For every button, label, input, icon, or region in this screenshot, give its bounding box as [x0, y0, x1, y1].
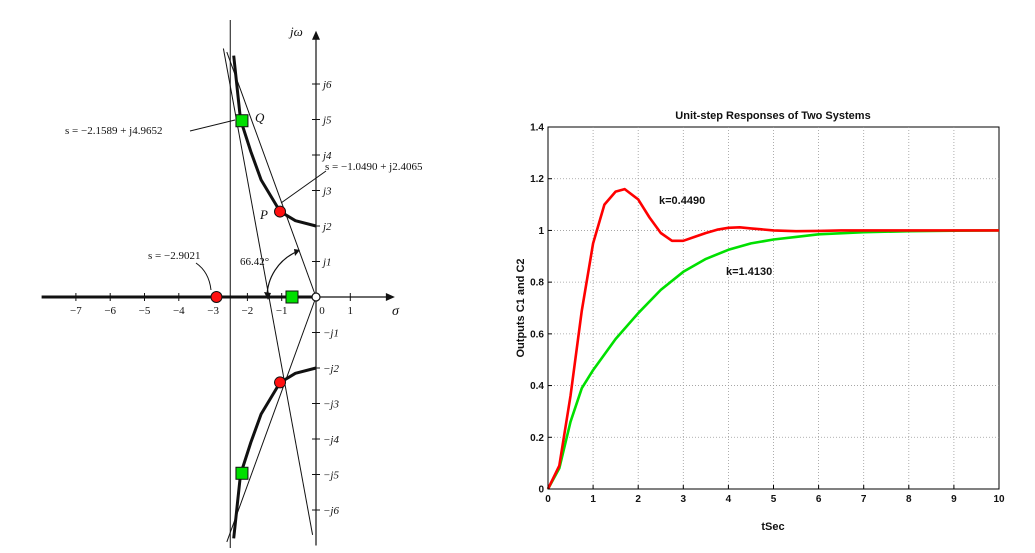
annotation-p-coords: s = −1.0490 + j2.4065	[325, 161, 423, 173]
y-tick-label: 0.8	[530, 278, 544, 289]
y-tick-label: j2	[321, 221, 332, 233]
red-marker	[274, 376, 287, 389]
y-tick-label: j3	[321, 186, 332, 198]
root-locus-ticks: −7 −6 −5 −4 −3 −2 −1 0 1 j6 j5 j4 j3 j2 j1 −j1 −j2 −j3 −j4…	[70, 79, 353, 517]
series-label-k2: k=1.4130	[726, 266, 772, 278]
y-tick-label: −j3	[323, 399, 339, 411]
point-label-p: P	[259, 207, 268, 222]
annotation-angle: 66.42°	[240, 256, 269, 268]
y-tick-label: 1.4	[530, 123, 544, 134]
x-tick-label: −4	[173, 305, 185, 317]
guide-line	[226, 296, 317, 543]
chart-title: Unit-step Responses of Two Systems	[675, 110, 870, 122]
step-response-chart: 0 1 2 3 4 5 6 7 8 9 10 0 0.2 0.4 0.6 0.8 1 1.2 1.4 Unit-st…	[515, 110, 1005, 533]
y-tick-label: j6	[321, 79, 332, 91]
annotation-real-leader	[195, 262, 212, 291]
x-axis-label: tSec	[761, 521, 784, 533]
green-marker	[235, 466, 249, 480]
root-locus-axes	[41, 20, 395, 548]
origin-marker	[311, 292, 321, 302]
x-tick-label: 5	[771, 494, 777, 505]
x-tick-label: 10	[993, 494, 1005, 505]
y-tick-label: −j5	[323, 470, 339, 482]
x-tick-label: 7	[861, 494, 867, 505]
imag-axis-arrow	[312, 30, 320, 40]
x-tick-label: 9	[951, 494, 957, 505]
point-label-q: Q	[255, 110, 265, 125]
x-tick-label: −1	[276, 305, 288, 317]
y-tick-label: j4	[321, 150, 332, 162]
x-tick-label: −7	[70, 305, 82, 317]
x-tick-label: 1	[590, 494, 596, 505]
y-tick-label: 0.2	[530, 433, 544, 444]
y-tick-label: 1	[538, 226, 544, 237]
plot-ticks: 0 1 2 3 4 5 6 7 8 9 10 0 0.2 0.4 0.6 0.8 1 1.2 1.4	[530, 123, 1005, 506]
annotation-q-leader	[189, 119, 236, 132]
red-marker	[210, 291, 223, 303]
x-tick-label: 3	[681, 494, 687, 505]
y-axis-label: Outputs C1 and C2	[515, 258, 527, 357]
annotation-real-point: s = −2.9021	[148, 250, 200, 262]
x-tick-label: 8	[906, 494, 912, 505]
x-tick-label: 0	[545, 494, 551, 505]
annotation-q-coords: s = −2.1589 + j4.9652	[65, 125, 162, 137]
y-tick-label: −j6	[323, 505, 339, 517]
guide-line	[222, 48, 314, 535]
series-line-k1-4130	[546, 229, 1000, 490]
angle-arrowhead	[264, 292, 271, 300]
x-tick-label: 4	[726, 494, 732, 505]
y-tick-label: 1.2	[530, 174, 544, 185]
angle-arc	[266, 251, 297, 298]
x-tick-label: −2	[242, 305, 254, 317]
plot-series	[546, 187, 1000, 490]
red-marker	[274, 205, 287, 218]
series-line-k0-4490	[546, 187, 999, 490]
x-tick-label: 1	[348, 305, 354, 317]
real-axis-arrow	[385, 293, 395, 301]
x-tick-label: −6	[104, 305, 116, 317]
y-tick-label: j1	[321, 257, 332, 269]
x-tick-label: −5	[139, 305, 151, 317]
green-marker	[285, 290, 299, 304]
x-tick-label: 0	[319, 305, 325, 317]
x-tick-label: 6	[816, 494, 822, 505]
locus-branch	[232, 55, 317, 228]
locus-branch	[232, 366, 317, 539]
y-tick-label: −j1	[323, 328, 339, 340]
angle-arrowhead	[294, 249, 300, 256]
x-tick-label: 2	[635, 494, 641, 505]
y-tick-label: −j4	[323, 434, 339, 446]
guide-line	[226, 51, 317, 298]
y-tick-label: −j2	[323, 363, 339, 375]
real-axis-symbol: σ	[392, 304, 400, 319]
imag-axis-symbol: jω	[288, 24, 303, 39]
guide-lines	[222, 48, 317, 543]
series-label-k1: k=0.4490	[659, 195, 705, 207]
root-locus-points	[210, 114, 321, 480]
annotation-p-leader	[280, 170, 327, 204]
y-tick-label: j5	[321, 115, 332, 127]
green-marker	[235, 114, 249, 128]
y-tick-label: 0	[538, 485, 544, 496]
y-tick-label: 0.6	[530, 329, 544, 340]
root-locus-chart: −7 −6 −5 −4 −3 −2 −1 0 1 j6 j5 j4 j3 j2 j1 −j1 −j2 −j3 −j4…	[41, 20, 423, 548]
y-tick-label: 0.4	[530, 381, 544, 392]
x-tick-label: −3	[207, 305, 219, 317]
